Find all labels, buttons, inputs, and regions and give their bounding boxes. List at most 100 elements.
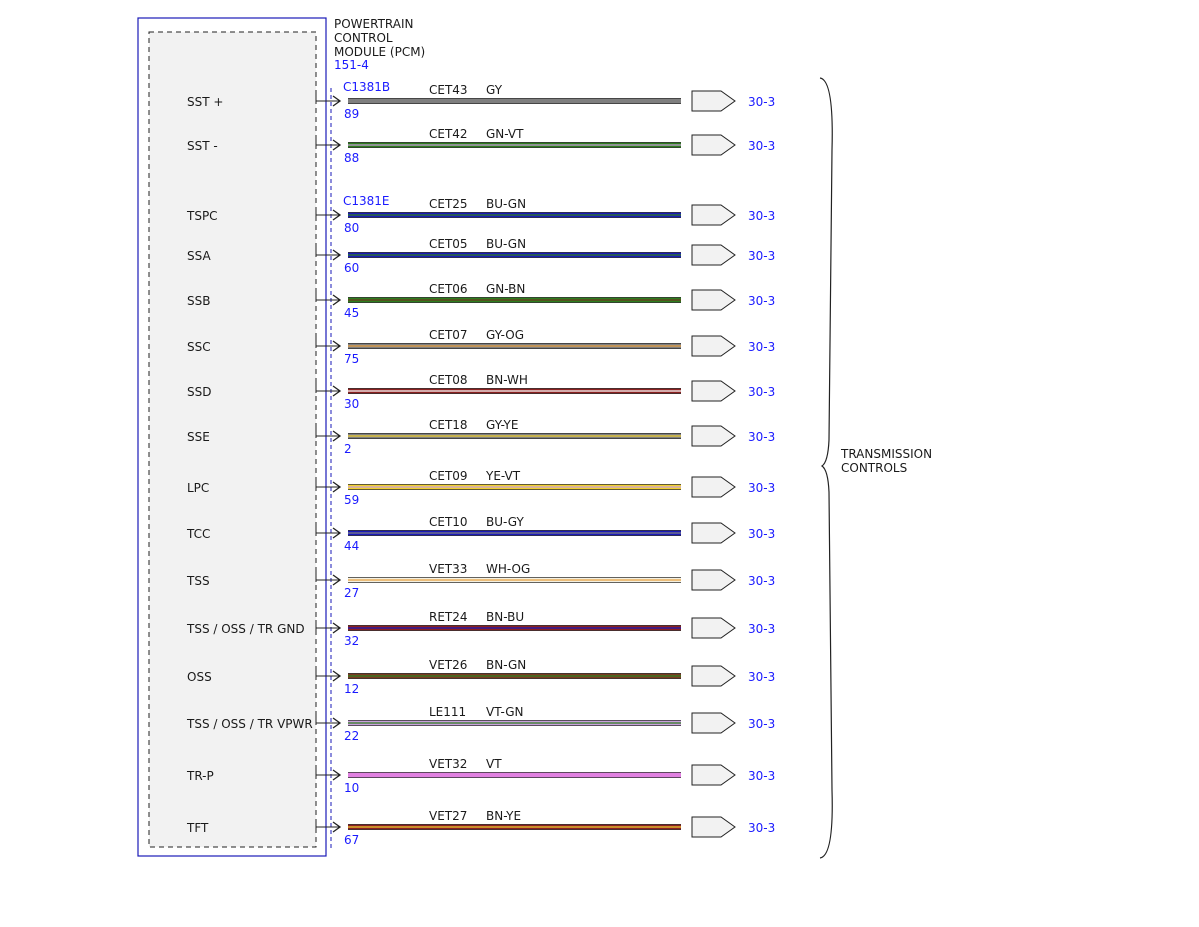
- page-ref-link[interactable]: 30-3: [748, 249, 775, 263]
- pcm-module-frame: [137, 17, 327, 857]
- page-ref-arrow-icon[interactable]: [691, 816, 736, 838]
- page-ref-link[interactable]: 30-3: [748, 95, 775, 109]
- pin-number: 67: [344, 833, 359, 847]
- circuit-id: VET27: [429, 809, 467, 823]
- page-ref-link[interactable]: 30-3: [748, 294, 775, 308]
- page-ref-arrow-icon[interactable]: [691, 476, 736, 498]
- circuit-row: TR-P VET32 VT 10 30-3: [186, 757, 775, 795]
- page-ref-arrow-icon[interactable]: [691, 204, 736, 226]
- circuit-id: CET07: [429, 328, 468, 342]
- page-ref-arrow-icon[interactable]: [691, 244, 736, 266]
- pin-chevron-icon: [332, 385, 342, 397]
- wire-color-code: BU-GN: [486, 237, 526, 251]
- circuit-id: RET24: [429, 610, 468, 624]
- page-ref-link[interactable]: 30-3: [748, 717, 775, 731]
- wire-color-code: VT: [486, 757, 502, 771]
- pcm-internal-box: [148, 31, 317, 848]
- page-ref-link[interactable]: 30-3: [748, 527, 775, 541]
- pin-chevron-icon: [332, 622, 342, 634]
- page-ref-link[interactable]: 30-3: [748, 430, 775, 444]
- pin-number: 44: [344, 539, 359, 553]
- pin-number: 10: [344, 781, 359, 795]
- circuit-row: SSD CET08 BN-WH 30 30-3: [187, 373, 775, 411]
- page-ref-link[interactable]: 30-3: [748, 385, 775, 399]
- pin-number: 75: [344, 352, 359, 366]
- circuit-id: LE111: [429, 705, 466, 719]
- page-ref-arrow-icon[interactable]: [691, 569, 736, 591]
- circuit-id: VET32: [429, 757, 467, 771]
- circuit-row: OSS VET26 BN-GN 12 30-3: [187, 658, 775, 696]
- connector-label[interactable]: C1381E: [343, 194, 390, 208]
- pin-number: 30: [344, 397, 359, 411]
- wire-color-code: BN-YE: [486, 809, 521, 823]
- group-label: TRANSMISSION CONTROLS: [840, 447, 936, 475]
- page-ref-link[interactable]: 30-3: [748, 340, 775, 354]
- circuit-row: TFT VET27 BN-YE 67 30-3: [186, 809, 775, 847]
- connector-label[interactable]: C1381B: [343, 80, 390, 94]
- circuit-id: VET33: [429, 562, 467, 576]
- page-ref-link[interactable]: 30-3: [748, 670, 775, 684]
- module-ref-link[interactable]: 151-4: [334, 58, 369, 72]
- wire-color-code: BU-GY: [486, 515, 524, 529]
- pin-number: 12: [344, 682, 359, 696]
- pin-chevron-icon: [332, 481, 342, 493]
- wire-color-code: BN-GN: [486, 658, 526, 672]
- page-ref-arrow-icon[interactable]: [691, 289, 736, 311]
- page-ref-link[interactable]: 30-3: [748, 622, 775, 636]
- page-ref-arrow-icon[interactable]: [691, 425, 736, 447]
- page-ref-link[interactable]: 30-3: [748, 769, 775, 783]
- pin-number: 2: [344, 442, 352, 456]
- page-ref-arrow-icon[interactable]: [691, 764, 736, 786]
- wire-color-code: YE-VT: [485, 469, 521, 483]
- signal-label: SSA: [187, 249, 211, 263]
- pin-number: 32: [344, 634, 359, 648]
- signal-label: SSC: [187, 340, 211, 354]
- pin-chevron-icon: [332, 670, 342, 682]
- page-ref-link[interactable]: 30-3: [748, 481, 775, 495]
- page-ref-arrow-icon[interactable]: [691, 712, 736, 734]
- page-ref-arrow-icon[interactable]: [691, 335, 736, 357]
- signal-label: SSE: [187, 430, 210, 444]
- circuit-row: TSS / OSS / TR GND RET24 BN-BU 32 30-3: [186, 610, 775, 648]
- circuit-id: CET25: [429, 197, 468, 211]
- page-ref-arrow-icon[interactable]: [691, 522, 736, 544]
- pin-chevron-icon: [332, 249, 342, 261]
- page-ref-link[interactable]: 30-3: [748, 821, 775, 835]
- circuit-row: TSS / OSS / TR VPWR LE111 VT-GN 22 30-3: [186, 705, 775, 743]
- signal-label: TR-P: [186, 769, 214, 783]
- circuit-row: SSC CET07 GY-OG 75 30-3: [187, 328, 775, 366]
- page-ref-link[interactable]: 30-3: [748, 209, 775, 223]
- pin-number: 45: [344, 306, 359, 320]
- circuit-row: TSS VET33 WH-OG 27 30-3: [186, 562, 775, 600]
- circuit-id: CET08: [429, 373, 468, 387]
- page-ref-arrow-icon[interactable]: [691, 665, 736, 687]
- page-ref-link[interactable]: 30-3: [748, 574, 775, 588]
- pin-number: 60: [344, 261, 359, 275]
- signal-label: TFT: [186, 821, 209, 835]
- signal-label: TSS / OSS / TR VPWR: [186, 717, 313, 731]
- signal-label: TSS / OSS / TR GND: [186, 622, 305, 636]
- page-ref-arrow-icon[interactable]: [691, 134, 736, 156]
- circuit-id: CET06: [429, 282, 468, 296]
- circuit-row: SST + CET43 GY 89 C1381B 30-3: [187, 80, 775, 121]
- wire-color-code: GN-BN: [486, 282, 525, 296]
- circuit-row: LPC CET09 YE-VT 59 30-3: [187, 469, 775, 507]
- page-ref-link[interactable]: 30-3: [748, 139, 775, 153]
- pin-number: 59: [344, 493, 359, 507]
- pin-number: 27: [344, 586, 359, 600]
- pin-number: 88: [344, 151, 359, 165]
- wire-color-code: BU-GN: [486, 197, 526, 211]
- page-ref-arrow-icon[interactable]: [691, 617, 736, 639]
- circuit-id: CET05: [429, 237, 468, 251]
- circuit-row: SST - CET42 GN-VT 88 30-3: [187, 127, 775, 165]
- wire-color-code: BN-WH: [486, 373, 528, 387]
- wire-color-code: BN-BU: [486, 610, 524, 624]
- page-ref-arrow-icon[interactable]: [691, 90, 736, 112]
- wire-color-code: GN-VT: [486, 127, 524, 141]
- wire-color-code: VT-GN: [486, 705, 523, 719]
- pin-number: 22: [344, 729, 359, 743]
- pin-chevron-icon: [332, 340, 342, 352]
- page-ref-arrow-icon[interactable]: [691, 380, 736, 402]
- pin-chevron-icon: [332, 95, 342, 107]
